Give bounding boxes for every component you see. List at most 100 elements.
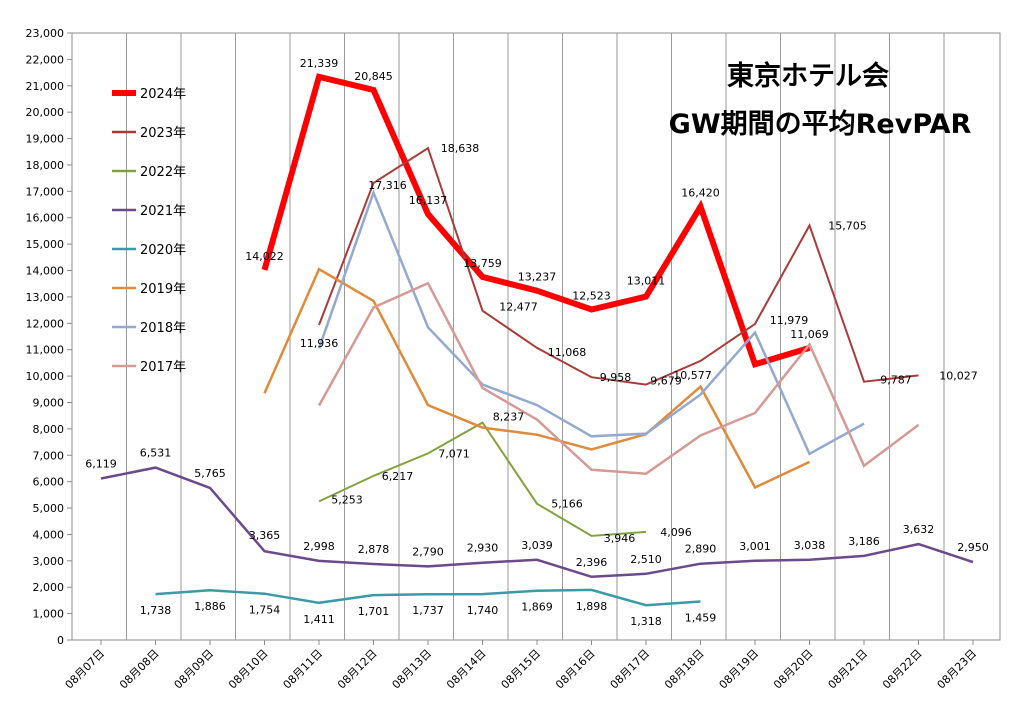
data-label: 11,936: [300, 337, 339, 350]
data-label: 1,701: [358, 605, 390, 618]
data-label: 9,958: [600, 371, 632, 384]
data-label: 3,365: [249, 529, 281, 542]
series-line-2: [318, 421, 647, 537]
data-label: 1,411: [303, 613, 335, 626]
data-label: 1,869: [521, 601, 553, 614]
y-tick-label: 20,000: [26, 106, 65, 119]
y-tick-label: 22,000: [26, 53, 65, 66]
data-label: 12,523: [572, 290, 611, 303]
series-line-6: [317, 189, 865, 456]
y-tick-label: 18,000: [26, 159, 65, 172]
data-label: 9,787: [880, 374, 912, 387]
y-tick-label: 9,000: [33, 396, 65, 409]
legend-label: 2018年: [140, 321, 186, 336]
legend-label: 2019年: [140, 282, 186, 297]
legend-label: 2023年: [140, 126, 186, 141]
legend-label: 2017年: [140, 360, 186, 375]
y-tick-label: 7,000: [33, 449, 65, 462]
data-label: 8,237: [493, 411, 525, 424]
data-label: 1,740: [467, 604, 499, 617]
data-label: 4,096: [660, 526, 692, 539]
data-label: 15,705: [828, 220, 867, 233]
data-label: 3,038: [794, 539, 826, 552]
y-tick-label: 21,000: [26, 80, 65, 93]
plot-area-border: [71, 32, 1001, 641]
chart-title-line-1: 東京ホテル会: [727, 60, 889, 92]
data-label: 13,011: [627, 275, 666, 288]
data-label: 13,759: [463, 257, 502, 270]
y-tick-label: 1,000: [33, 608, 65, 621]
data-label: 2,930: [467, 542, 499, 555]
data-label: 17,316: [368, 179, 407, 192]
data-label: 2,878: [358, 543, 390, 556]
data-label: 11,068: [548, 346, 587, 359]
data-label: 13,237: [518, 271, 557, 284]
data-label: 16,420: [681, 187, 720, 200]
data-label: 1,754: [249, 604, 281, 617]
data-label: 10,577: [673, 369, 712, 382]
y-tick-label: 13,000: [26, 291, 65, 304]
y-tick-label: 15,000: [26, 238, 65, 251]
y-tick-label: 11,000: [26, 344, 65, 357]
data-label: 3,186: [848, 535, 880, 548]
data-label: 14,022: [245, 250, 284, 263]
y-tick-label: 12,000: [26, 317, 65, 330]
data-label: 3,001: [739, 540, 771, 553]
y-tick-label: 14,000: [26, 265, 65, 278]
data-label: 1,459: [685, 611, 717, 624]
data-label: 20,845: [354, 70, 393, 83]
data-label: 16,137: [409, 194, 448, 207]
data-label: 11,069: [790, 328, 829, 341]
legend-label: 2021年: [140, 204, 186, 219]
y-tick-label: 16,000: [26, 212, 65, 225]
data-label: 6,531: [140, 447, 172, 460]
y-tick-label: 19,000: [26, 133, 65, 146]
y-tick-label: 2,000: [33, 581, 65, 594]
series-line-7: [317, 281, 920, 475]
y-tick-label: 8,000: [33, 423, 65, 436]
data-label: 5,253: [331, 493, 363, 506]
data-label: 2,890: [685, 543, 717, 556]
y-tick-label: 4,000: [33, 528, 65, 541]
data-label: 1,738: [140, 604, 172, 617]
data-label: 1,886: [194, 600, 226, 613]
data-label: 6,119: [85, 458, 117, 471]
series-line-4: [155, 588, 701, 607]
data-label: 2,950: [957, 541, 989, 554]
data-label: 3,946: [604, 532, 636, 545]
data-label: 5,166: [551, 498, 583, 511]
data-label: 1,898: [576, 600, 608, 613]
data-label: 1,318: [630, 615, 662, 628]
data-label: 11,979: [770, 314, 809, 327]
legend-label: 2020年: [140, 243, 186, 258]
data-label: 3,632: [903, 523, 935, 536]
data-label: 7,071: [438, 447, 470, 460]
legend-label: 2024年: [140, 87, 186, 102]
y-tick-label: 3,000: [33, 555, 65, 568]
data-label: 2,998: [303, 540, 335, 553]
data-label: 21,339: [300, 57, 339, 70]
y-tick-label: 5,000: [33, 502, 65, 515]
series-line-3: [100, 466, 974, 579]
data-label: 3,039: [521, 539, 553, 552]
y-tick-label: 0: [57, 634, 64, 647]
data-label: 2,396: [576, 556, 608, 569]
series-line-1: [318, 146, 919, 386]
chart-title-line-2: GW期間の平均RevPAR: [669, 109, 972, 140]
data-label: 12,477: [499, 301, 538, 314]
legend-label: 2022年: [140, 165, 186, 180]
y-tick-label: 23,000: [26, 27, 65, 40]
data-label: 2,510: [630, 553, 662, 566]
data-label: 9,679: [650, 375, 682, 388]
series-line-0: [261, 73, 811, 369]
data-label: 5,765: [194, 467, 226, 480]
data-label: 1,737: [412, 604, 444, 617]
y-tick-label: 6,000: [33, 476, 65, 489]
data-label: 18,638: [441, 142, 480, 155]
data-label: 10,027: [939, 369, 978, 382]
data-label: 6,217: [382, 470, 414, 483]
series-line-5: [263, 267, 811, 490]
y-tick-label: 17,000: [26, 185, 65, 198]
